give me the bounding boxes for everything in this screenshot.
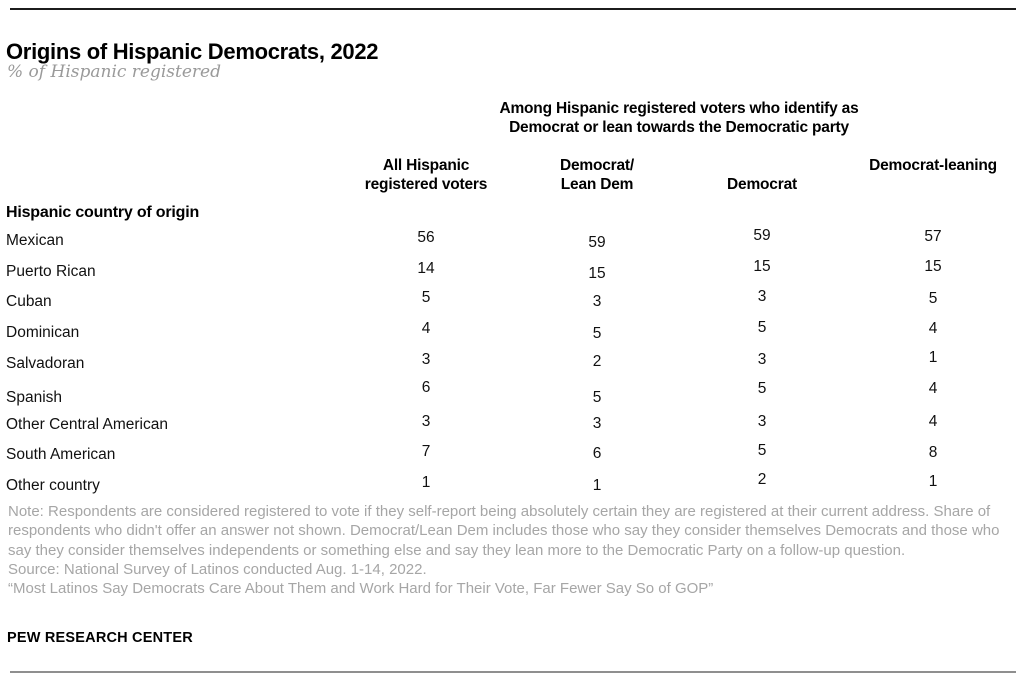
- table-row: Dominican 4 5 5 4: [0, 319, 1024, 344]
- cell-value: 5: [757, 319, 767, 336]
- table-row: South American 7 6 5 8: [0, 442, 1024, 466]
- cell-value: 59: [753, 227, 771, 244]
- cell-value: 3: [592, 415, 602, 432]
- cell-value: 2: [757, 471, 767, 488]
- footnotes: Note: Respondents are considered registe…: [8, 502, 1014, 598]
- cell-value: 5: [928, 290, 938, 307]
- row-label: Other Central American: [6, 416, 168, 433]
- cell-value: 57: [924, 228, 942, 245]
- figure-subtitle: % of Hispanic registered: [7, 62, 221, 82]
- table-row: Salvadoran 3 2 3 1: [0, 349, 1024, 375]
- cell-value: 59: [588, 234, 606, 251]
- cell-value: 7: [421, 443, 431, 460]
- cell-value: 6: [421, 379, 431, 396]
- cell-value: 15: [588, 265, 606, 282]
- cell-value: 3: [757, 351, 767, 368]
- row-label: Puerto Rican: [6, 263, 96, 280]
- source-text: Source: National Survey of Latinos condu…: [8, 560, 427, 578]
- cell-value: 4: [928, 380, 938, 397]
- citation-text: “Most Latinos Say Democrats Care About T…: [8, 580, 714, 598]
- cell-value: 5: [592, 389, 602, 406]
- cell-value: 1: [928, 349, 938, 366]
- cell-value: 4: [928, 320, 938, 337]
- row-label: Dominican: [6, 324, 80, 341]
- row-label: South American: [6, 446, 116, 463]
- cell-value: 3: [421, 351, 431, 368]
- row-label: Mexican: [6, 232, 64, 249]
- brand-label: PEW RESEARCH CENTER: [7, 630, 193, 646]
- cell-value: 1: [928, 473, 938, 490]
- table-row: Cuban 5 3 3 5: [0, 288, 1024, 313]
- cell-value: 3: [757, 413, 767, 430]
- column-header-all-hispanic: All Hispanic registered voters: [364, 157, 488, 193]
- row-group-header: Hispanic country of origin: [6, 204, 200, 221]
- top-divider: [10, 8, 1016, 10]
- cell-value: 15: [753, 258, 771, 275]
- table-row: Mexican 56 59 59 57: [0, 227, 1024, 252]
- table-row: Other country 1 1 2 1: [0, 471, 1024, 497]
- note-text: Note: Respondents are considered registe…: [8, 503, 1000, 559]
- column-header-democrat-leaning: Democrat-leaning: [869, 157, 997, 174]
- cell-value: 3: [592, 293, 602, 310]
- page-title: Origins of Hispanic Democrats, 2022: [6, 38, 379, 64]
- cell-value: 5: [757, 442, 767, 459]
- cell-value: 5: [757, 380, 767, 397]
- cell-value: 56: [417, 229, 435, 246]
- cell-value: 1: [592, 477, 602, 494]
- cell-value: 5: [421, 289, 431, 306]
- cell-value: 8: [928, 444, 938, 461]
- bottom-divider: [10, 671, 1016, 673]
- cell-value: 6: [592, 445, 602, 462]
- table-row: Other Central American 3 3 3 4: [0, 413, 1024, 436]
- table-row: Spanish 6 5 5 4: [0, 379, 1024, 409]
- cell-value: 4: [421, 320, 431, 337]
- cell-value: 1: [421, 474, 431, 491]
- cell-value: 15: [924, 258, 942, 275]
- row-label: Salvadoran: [6, 355, 85, 372]
- cell-value: 14: [417, 260, 435, 277]
- cell-value: 3: [421, 413, 431, 430]
- column-header-democrat-lean-dem: Democrat/ Lean Dem: [559, 157, 634, 193]
- column-header-democrat: Democrat: [727, 176, 797, 193]
- cell-value: 5: [592, 325, 602, 342]
- column-group-header: Among Hispanic registered voters who ide…: [499, 100, 859, 136]
- cell-value: 3: [757, 288, 767, 305]
- table-row: Puerto Rican 14 15 15 15: [0, 258, 1024, 283]
- row-label: Cuban: [6, 293, 52, 310]
- row-label: Spanish: [6, 389, 63, 406]
- row-label: Other country: [6, 477, 100, 494]
- cell-value: 4: [928, 413, 938, 430]
- cell-value: 2: [592, 353, 602, 370]
